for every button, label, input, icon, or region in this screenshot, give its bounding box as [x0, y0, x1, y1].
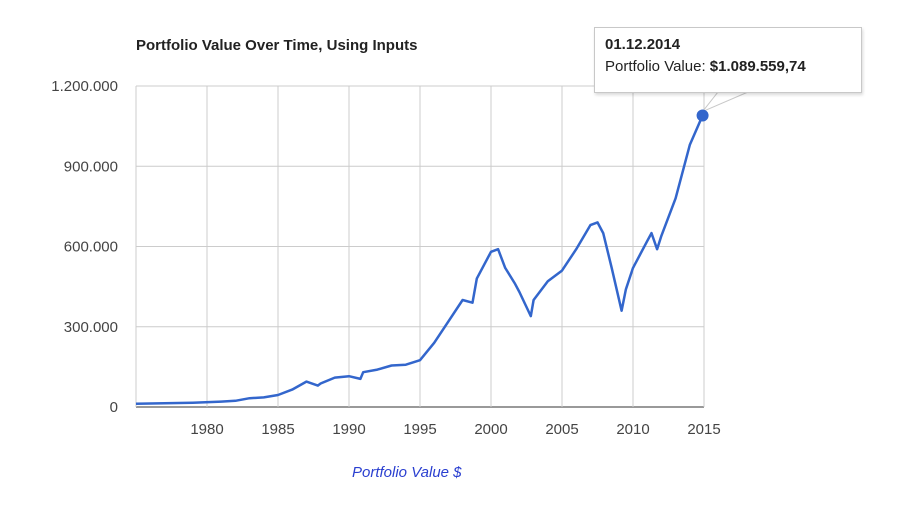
tooltip-label: Portfolio Value: — [605, 58, 706, 75]
x-tick-label: 1995 — [403, 421, 436, 438]
x-tick-label: 1980 — [190, 421, 223, 438]
chart-title: Portfolio Value Over Time, Using Inputs — [136, 37, 418, 54]
y-tick-label: 0 — [110, 399, 118, 416]
x-tick-label: 2005 — [545, 421, 578, 438]
y-tick-label: 900.000 — [64, 158, 118, 175]
tooltip-date: 01.12.2014 — [605, 36, 681, 53]
x-tick-label: 1985 — [261, 421, 294, 438]
x-tick-label: 2015 — [687, 421, 720, 438]
x-tick-label: 2000 — [474, 421, 507, 438]
x-tick-label: 2010 — [616, 421, 649, 438]
x-tick-label: 1990 — [332, 421, 365, 438]
y-tick-label: 600.000 — [64, 239, 118, 256]
legend-label[interactable]: Portfolio Value $ — [352, 464, 462, 481]
y-tick-label: 300.000 — [64, 319, 118, 336]
tooltip-value: $1.089.559,74 — [709, 58, 806, 75]
y-tick-label: 1.200.000 — [51, 78, 118, 95]
tooltip-pointer — [702, 91, 749, 113]
hover-tooltip: 01.12.2014 Portfolio Value: $1.089.559,7… — [594, 27, 862, 93]
series-line[interactable] — [135, 115, 704, 406]
highlighted-point[interactable] — [696, 109, 709, 122]
